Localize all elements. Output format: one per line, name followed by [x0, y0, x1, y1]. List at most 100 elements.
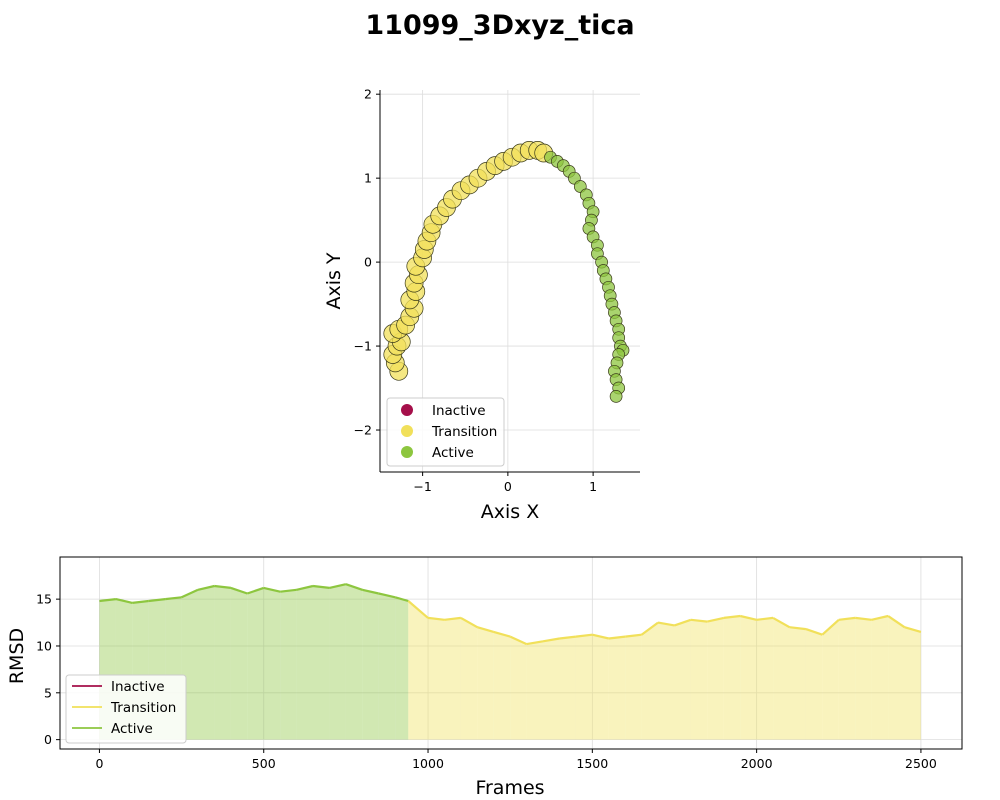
rmsd-line-segment-transition [871, 614, 889, 621]
scatter-x-label: Axis X [481, 501, 539, 523]
rmsd-line-segment-transition [904, 626, 922, 633]
rmsd-line-segment-active [99, 598, 117, 603]
rmsd-line-segment-transition [476, 626, 495, 633]
scatter-y-tick-label: −1 [354, 339, 372, 354]
rmsd-fill-segment-active [263, 587, 281, 740]
rmsd-line-segment-transition [460, 616, 478, 629]
rmsd-fill-segment-transition [444, 617, 461, 740]
rmsd-line-segment-active [197, 584, 215, 591]
rmsd-fill-segment-transition [773, 617, 790, 740]
rmsd-line-segment-transition [838, 616, 856, 621]
rmsd-y-tick-label: 5 [44, 685, 52, 700]
rmsd-line-segment-active [132, 599, 149, 604]
rmsd-line-segment-transition [575, 633, 593, 638]
rmsd-fill-segment-transition [559, 636, 576, 740]
rmsd-line-segment-transition [444, 616, 462, 621]
rmsd-fill-segment-transition [805, 629, 823, 740]
rmsd-line [99, 583, 922, 646]
scatter-legend-marker-active [401, 446, 413, 458]
rmsd-fill-segment-transition [723, 616, 741, 740]
rmsd-fill-segment-active [313, 586, 330, 740]
rmsd-fill-segment-transition [690, 619, 708, 740]
rmsd-line-segment-transition [542, 637, 560, 643]
scatter-x-tick-label: 1 [589, 479, 597, 494]
rmsd-fill-segment-transition [904, 627, 921, 740]
rmsd-line-segment-active [296, 584, 314, 591]
rmsd-x-tick-label: 0 [95, 756, 103, 771]
rmsd-line-segment-transition [427, 616, 445, 621]
rmsd-x-tick-label: 2000 [741, 756, 773, 771]
rmsd-fill-segment-transition [428, 617, 445, 740]
rmsd-fill-segment-active [230, 587, 248, 740]
rmsd-line-segment-active [230, 586, 248, 595]
scatter-legend-box [386, 397, 505, 467]
rmsd-fill-segment-transition [674, 619, 691, 740]
rmsd-line-segment-transition [739, 614, 757, 621]
scatter-x-ticks: −1 0 1 [413, 472, 597, 494]
rmsd-x-tick-label: 2500 [905, 756, 937, 771]
rmsd-fill-segment-active [198, 586, 215, 740]
rmsd-fill-segment-transition [822, 619, 839, 740]
scatter-legend-label-inactive: Inactive [432, 403, 486, 419]
rmsd-fill-segment-transition [855, 617, 872, 740]
figure-title: 11099_3Dxyz_tica [365, 10, 635, 41]
scatter-x-tick-label: −1 [413, 479, 431, 494]
rmsd-line-segment-transition [407, 600, 429, 619]
rmsd-x-ticks: 0 500 1000 1500 2000 2500 [95, 749, 937, 771]
rmsd-line-segment-active [148, 598, 166, 603]
rmsd-line-segment-transition [723, 614, 741, 619]
rmsd-fill [99, 584, 921, 740]
rmsd-fill-segment-transition [408, 601, 428, 740]
rmsd-legend-label-inactive: Inactive [111, 679, 165, 695]
rmsd-line-segment-transition [674, 618, 692, 627]
rmsd-fill-segment-transition [460, 617, 478, 740]
rmsd-y-tick-label: 10 [36, 638, 52, 653]
rmsd-fill-segment-transition [740, 616, 757, 740]
rmsd-fill-segment-active [280, 589, 297, 740]
scatter-legend-marker-transition [401, 425, 413, 437]
rmsd-fill-segment-active [395, 597, 409, 740]
rmsd-line-segment-transition [756, 616, 774, 621]
rmsd-fill-segment-transition [789, 627, 806, 740]
rmsd-fill-segment-transition [543, 638, 560, 740]
scatter-points [383, 141, 630, 403]
scatter-y-tick-label: 0 [364, 255, 372, 270]
rmsd-line-segment-transition [855, 616, 872, 621]
rmsd-fill-segment-transition [526, 641, 543, 740]
rmsd-fill-segment-active [362, 589, 379, 740]
rmsd-fill-segment-transition [888, 616, 905, 740]
rmsd-fill-segment-active [345, 584, 363, 740]
rmsd-fill-segment-active [378, 593, 396, 740]
rmsd-line-segment-active [378, 592, 396, 599]
rmsd-line-segment-active [115, 598, 133, 604]
rmsd-line-segment-transition [657, 621, 675, 627]
rmsd-fill-segment-transition [871, 616, 889, 740]
rmsd-line-segment-active [394, 596, 409, 603]
rmsd-line-segment-active [263, 586, 281, 593]
rmsd-fill-segment-active [247, 587, 264, 740]
rmsd-fill-segment-active [329, 584, 346, 740]
rmsd-line-segment-transition [805, 628, 823, 636]
rmsd-fill-segment-transition [510, 636, 527, 740]
rmsd-x-tick-label: 500 [252, 756, 276, 771]
rmsd-line-segment-transition [821, 618, 840, 636]
rmsd-legend: Inactive Transition Active [65, 674, 187, 744]
scatter-legend: Inactive Transition Active [386, 397, 505, 467]
rmsd-fill-segment-active [214, 586, 231, 740]
scatter-x-tick-label: 0 [504, 479, 512, 494]
rmsd-fill-segment-transition [641, 622, 658, 740]
scatter-y-tick-label: 2 [364, 87, 372, 102]
scatter-legend-marker-inactive [401, 404, 413, 416]
rmsd-y-ticks: 0 5 10 15 [36, 592, 60, 747]
scatter-panel: −1 0 1 −2 −1 0 1 2 Axis X Axis Y Inactive Tran… [323, 87, 640, 523]
scatter-point-active [609, 390, 623, 403]
rmsd-fill-segment-transition [707, 617, 724, 740]
rmsd-legend-box [65, 674, 187, 744]
rmsd-line-segment-active [280, 588, 297, 593]
rmsd-x-tick-label: 1500 [576, 756, 608, 771]
rmsd-y-tick-label: 0 [44, 732, 52, 747]
rmsd-line-segment-transition [789, 626, 807, 631]
